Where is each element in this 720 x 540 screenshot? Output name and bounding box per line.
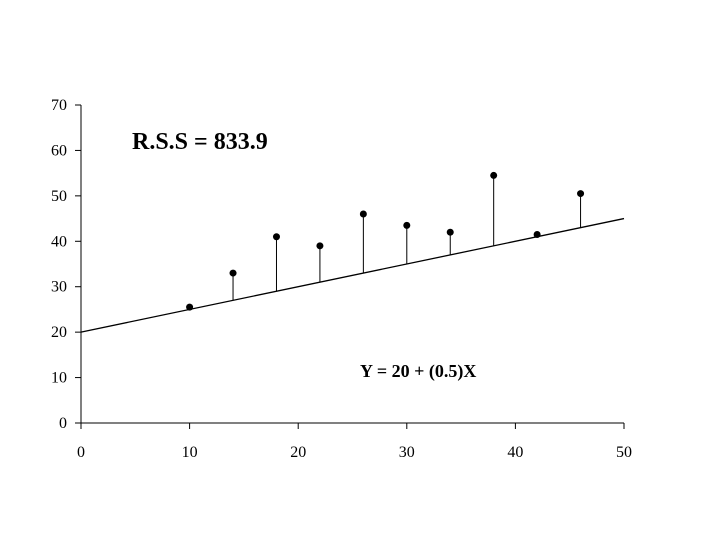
y-tick-label: 10 bbox=[51, 370, 67, 387]
fit-line bbox=[80, 217, 625, 333]
data-point bbox=[490, 171, 498, 179]
data-point bbox=[577, 190, 585, 198]
data-point bbox=[403, 221, 411, 229]
y-tick-label: 40 bbox=[51, 233, 67, 250]
x-tick-label: 20 bbox=[290, 444, 306, 461]
x-tick-label: 30 bbox=[399, 444, 415, 461]
y-ticks: 0 10 20 30 40 50 60 70 bbox=[51, 97, 81, 432]
data-point bbox=[316, 242, 324, 250]
data-point bbox=[359, 210, 367, 218]
data-points bbox=[186, 171, 585, 311]
x-tick-label: 0 bbox=[77, 444, 85, 461]
data-point bbox=[533, 230, 541, 238]
y-tick-label: 0 bbox=[59, 415, 67, 432]
equation-annotation: Y = 20 + (0.5)X bbox=[360, 361, 476, 382]
data-point bbox=[229, 269, 237, 277]
y-tick-label: 70 bbox=[51, 97, 67, 114]
data-point bbox=[272, 233, 280, 241]
y-tick-label: 60 bbox=[51, 142, 67, 159]
data-point bbox=[446, 228, 454, 236]
x-ticks: 0 10 20 30 40 50 bbox=[77, 423, 632, 461]
x-tick-label: 40 bbox=[507, 444, 523, 461]
data-point bbox=[186, 303, 194, 311]
y-tick-label: 20 bbox=[51, 324, 67, 341]
rss-annotation: R.S.S = 833.9 bbox=[132, 129, 268, 155]
axes bbox=[80, 105, 624, 424]
x-tick-label: 10 bbox=[182, 444, 198, 461]
y-tick-label: 50 bbox=[51, 188, 67, 205]
y-tick-label: 30 bbox=[51, 279, 67, 296]
residual-lines bbox=[189, 175, 582, 310]
x-tick-label: 50 bbox=[616, 444, 632, 461]
